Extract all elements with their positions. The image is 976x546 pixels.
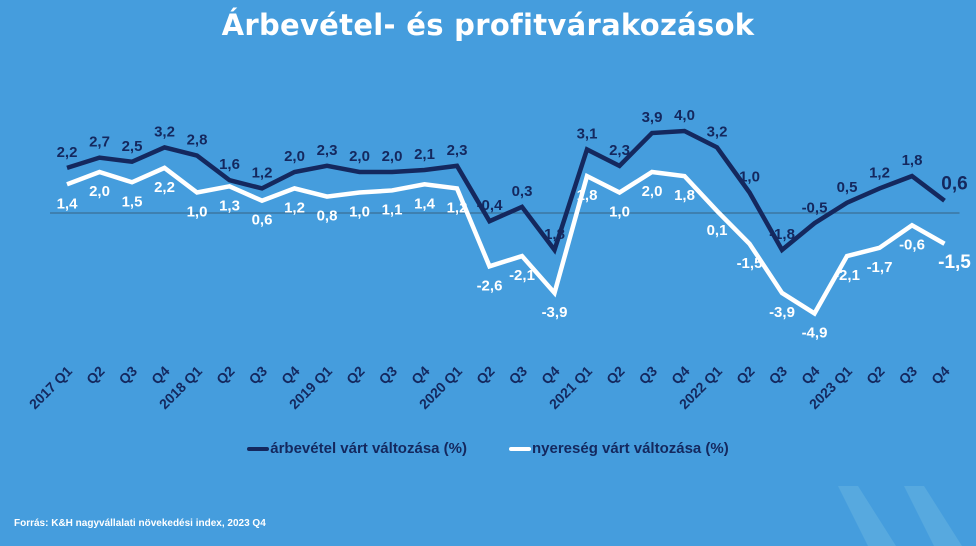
series-line-profit bbox=[66, 165, 946, 317]
data-label-revenue: -1,8 bbox=[769, 226, 795, 243]
data-label-revenue: 3,2 bbox=[707, 123, 728, 140]
series-lines bbox=[66, 128, 946, 317]
data-label-profit: -2,1 bbox=[509, 267, 535, 284]
data-label-revenue: 2,8 bbox=[187, 132, 208, 149]
x-tick-label: Q3 bbox=[896, 363, 921, 388]
data-label-profit: 1,8 bbox=[674, 187, 695, 204]
data-label-revenue: 2,3 bbox=[447, 142, 468, 159]
data-label-revenue: 2,0 bbox=[382, 148, 403, 165]
x-tick-label: Q2 bbox=[473, 363, 498, 388]
data-label-revenue: 0,5 bbox=[837, 179, 858, 196]
data-label-profit: 0,8 bbox=[317, 208, 338, 225]
data-label-profit: 1,0 bbox=[609, 204, 630, 221]
x-tick-label: 2017 Q1 bbox=[26, 363, 75, 412]
data-label-revenue: 0,3 bbox=[512, 183, 533, 200]
data-labels: 2,2 2,7 2,5 3,2 2,8 1,6 1,2 2,0 2,3 2,0 2,0 2,1 2,3 -… bbox=[57, 107, 972, 341]
x-tick-label: Q2 bbox=[863, 363, 888, 388]
data-label-revenue: 4,0 bbox=[674, 107, 695, 124]
x-tick-label: Q4 bbox=[148, 363, 173, 388]
data-label-profit: -3,9 bbox=[542, 304, 568, 321]
data-label-profit: 2,0 bbox=[642, 183, 663, 200]
data-label-profit: -2,1 bbox=[834, 267, 860, 284]
x-tick-label: Q2 bbox=[213, 363, 238, 388]
data-label-profit: -1,5 bbox=[737, 255, 763, 272]
x-tick-label: Q4 bbox=[928, 363, 953, 388]
data-label-profit: -4,9 bbox=[802, 324, 828, 341]
x-tick-label: Q2 bbox=[733, 363, 758, 388]
data-label-profit: 1,4 bbox=[57, 195, 79, 212]
data-label-revenue: 1,8 bbox=[544, 226, 565, 243]
x-tick-label: Q3 bbox=[246, 363, 271, 388]
data-label-revenue: 2,7 bbox=[89, 134, 110, 151]
x-tick-label: Q3 bbox=[506, 363, 531, 388]
data-label-revenue: -0,4 bbox=[477, 197, 504, 214]
data-label-revenue: 2,3 bbox=[317, 142, 338, 159]
data-label-profit: 1,4 bbox=[414, 195, 436, 212]
data-label-revenue: 1,8 bbox=[902, 152, 923, 169]
chart-title: Árbevétel- és profitvárakozások bbox=[221, 8, 755, 42]
data-label-revenue: 1,6 bbox=[219, 156, 240, 173]
data-label-revenue: -0,5 bbox=[802, 199, 828, 216]
data-label-profit: 1,2 bbox=[284, 199, 305, 216]
x-tick-label: Q4 bbox=[538, 363, 563, 388]
data-label-revenue: 2,3 bbox=[609, 142, 630, 159]
x-tick-label: Q2 bbox=[343, 363, 368, 388]
data-label-revenue: 1,2 bbox=[252, 164, 273, 181]
data-label-revenue: 2,5 bbox=[122, 138, 143, 155]
x-tick-label: Q2 bbox=[83, 363, 108, 388]
data-label-profit: 0,1 bbox=[707, 222, 728, 239]
legend-item-revenue: árbevétel várt változása (%) bbox=[247, 440, 467, 457]
chevron-decoration-icon bbox=[838, 486, 962, 546]
data-label-profit: 1,2 bbox=[447, 199, 468, 216]
data-label-profit: -1,5 bbox=[938, 252, 971, 273]
data-label-revenue: 3,9 bbox=[642, 109, 663, 126]
data-label-profit: 1,3 bbox=[219, 197, 240, 214]
series-line-revenue bbox=[66, 128, 946, 255]
x-tick-label: Q4 bbox=[798, 363, 823, 388]
data-label-profit: -1,7 bbox=[867, 259, 893, 276]
legend-swatch-profit bbox=[509, 446, 531, 451]
data-label-revenue: 2,0 bbox=[349, 148, 370, 165]
data-label-revenue: 1,2 bbox=[869, 164, 890, 181]
data-label-profit: 1,1 bbox=[382, 201, 403, 218]
line-chart: 2,2 2,7 2,5 3,2 2,8 1,6 1,2 2,0 2,3 2,0 2,0 2,1 2,3 -… bbox=[26, 107, 972, 412]
data-label-revenue: 0,6 bbox=[941, 174, 967, 195]
data-label-revenue: 2,0 bbox=[284, 148, 305, 165]
x-tick-label: Q3 bbox=[116, 363, 141, 388]
data-label-profit: 1,8 bbox=[577, 187, 598, 204]
x-tick-label: Q3 bbox=[766, 363, 791, 388]
legend-item-profit: nyereség várt változása (%) bbox=[509, 440, 729, 457]
data-label-profit: 1,0 bbox=[187, 204, 208, 221]
data-label-profit: -2,6 bbox=[477, 277, 503, 294]
x-tick-label: Q4 bbox=[408, 363, 433, 388]
data-label-revenue: 3,1 bbox=[577, 125, 598, 142]
data-label-profit: 0,6 bbox=[252, 212, 273, 229]
x-tick-label: Q4 bbox=[278, 363, 303, 388]
data-label-profit: 1,5 bbox=[122, 193, 143, 210]
x-tick-label: Q2 bbox=[603, 363, 628, 388]
data-label-profit: -3,9 bbox=[769, 304, 795, 321]
x-tick-label: Q3 bbox=[376, 363, 401, 388]
legend-label-revenue: árbevétel várt változása (%) bbox=[270, 440, 467, 457]
x-tick-label: Q4 bbox=[668, 363, 693, 388]
data-label-profit: 2,2 bbox=[154, 179, 175, 196]
data-label-profit: 2,0 bbox=[89, 183, 110, 200]
x-tick-label: Q3 bbox=[636, 363, 661, 388]
data-label-revenue: 3,2 bbox=[154, 123, 175, 140]
data-label-profit: -0,6 bbox=[899, 236, 925, 253]
data-label-revenue: 2,1 bbox=[414, 146, 435, 163]
legend: árbevétel várt változása (%) nyereség vá… bbox=[0, 440, 976, 457]
data-label-profit: 1,0 bbox=[349, 204, 370, 221]
source-note: Forrás: K&H nagyvállalati növekedési ind… bbox=[14, 518, 266, 529]
legend-swatch-revenue bbox=[247, 446, 270, 451]
legend-label-profit: nyereség várt változása (%) bbox=[532, 440, 729, 457]
data-label-revenue: 1,0 bbox=[739, 169, 760, 186]
data-label-revenue: 2,2 bbox=[57, 144, 78, 161]
